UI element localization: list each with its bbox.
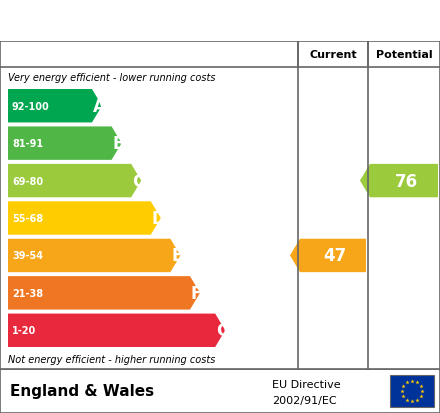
Text: A: A — [93, 97, 106, 116]
Text: 47: 47 — [323, 247, 347, 265]
Text: F: F — [191, 284, 202, 302]
Bar — [390, 375, 434, 407]
Polygon shape — [8, 239, 180, 273]
Text: Current: Current — [309, 50, 357, 60]
Text: 55-68: 55-68 — [12, 214, 43, 223]
Text: 76: 76 — [394, 172, 418, 190]
Text: 21-38: 21-38 — [12, 288, 43, 298]
Text: Very energy efficient - lower running costs: Very energy efficient - lower running co… — [8, 73, 216, 83]
Polygon shape — [8, 202, 161, 235]
Polygon shape — [290, 239, 366, 273]
Text: Not energy efficient - higher running costs: Not energy efficient - higher running co… — [8, 354, 215, 364]
Text: Potential: Potential — [376, 50, 433, 60]
Text: D: D — [152, 209, 165, 228]
Polygon shape — [8, 314, 225, 347]
Text: E: E — [172, 247, 183, 265]
Text: 81-91: 81-91 — [12, 139, 43, 149]
Text: G: G — [216, 321, 230, 339]
Text: B: B — [113, 135, 125, 153]
Text: 2002/91/EC: 2002/91/EC — [272, 395, 337, 405]
Text: 92-100: 92-100 — [12, 102, 50, 112]
Polygon shape — [8, 164, 141, 198]
Text: C: C — [132, 172, 144, 190]
Text: EU Directive: EU Directive — [272, 380, 341, 389]
Polygon shape — [8, 90, 102, 123]
Text: 69-80: 69-80 — [12, 176, 43, 186]
Text: 39-54: 39-54 — [12, 251, 43, 261]
Polygon shape — [8, 127, 121, 161]
Text: England & Wales: England & Wales — [10, 384, 154, 399]
Polygon shape — [8, 276, 200, 310]
Polygon shape — [360, 164, 438, 198]
Text: 1-20: 1-20 — [12, 325, 36, 335]
Text: Energy Efficiency Rating: Energy Efficiency Rating — [10, 11, 298, 31]
